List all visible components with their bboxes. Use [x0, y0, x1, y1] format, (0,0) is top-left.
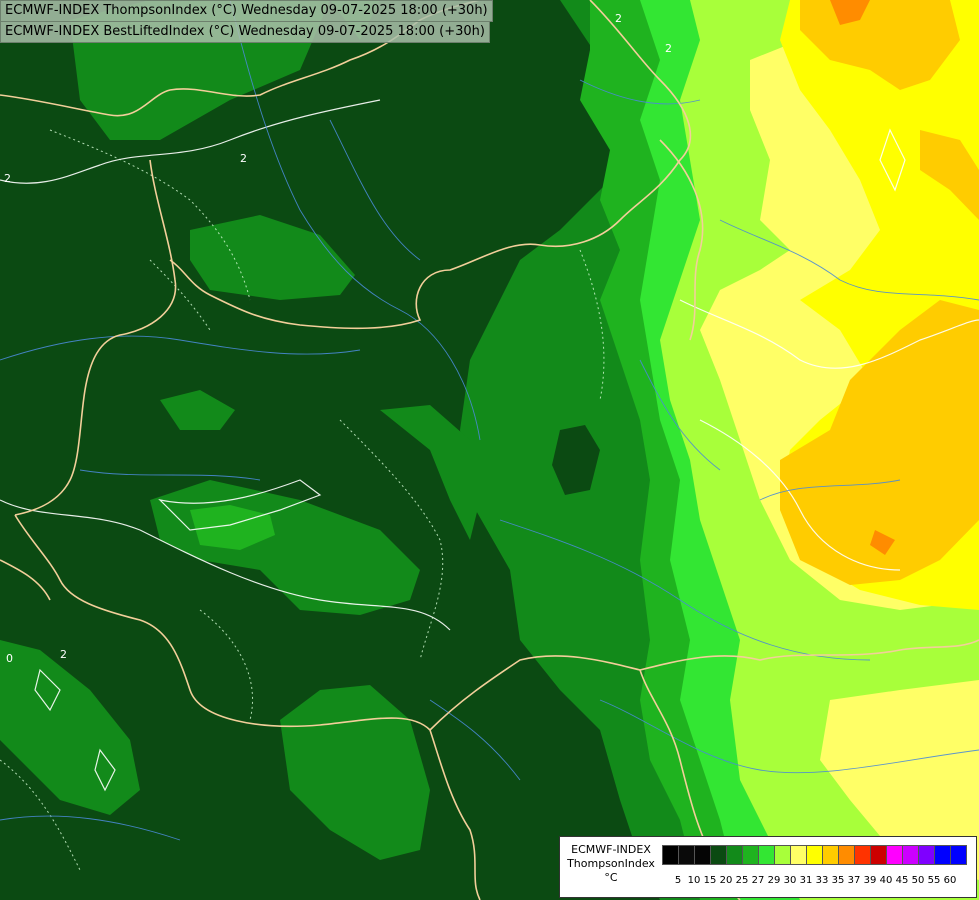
legend-swatch: [854, 845, 871, 865]
contour-label: 2: [60, 648, 67, 661]
legend-tick-label: 29: [767, 875, 781, 886]
dotted-contours: [0, 129, 605, 871]
legend-swatch: [742, 845, 759, 865]
legend-swatch: [726, 845, 743, 865]
legend-tick-label: 50: [911, 875, 925, 886]
legend-swatch: [934, 845, 951, 865]
color-legend: ECMWF-INDEX ThompsonIndex °C 5 10 15 20 25 27…: [559, 836, 977, 898]
legend-tick-label: 5: [674, 875, 682, 886]
legend-swatch: [950, 845, 967, 865]
legend-swatches: [662, 845, 967, 865]
legend-swatch: [806, 845, 823, 865]
field-20-hole: [552, 425, 600, 495]
field-25-center-west: [190, 215, 355, 300]
legend-tick-label: 37: [847, 875, 861, 886]
legend-tick-label: 20: [719, 875, 733, 886]
legend-tick-label: 60: [943, 875, 957, 886]
contour-label: 2: [240, 152, 247, 165]
legend-swatch: [838, 845, 855, 865]
legend-swatch: [694, 845, 711, 865]
contour-label: 2: [4, 172, 11, 185]
legend-swatch: [790, 845, 807, 865]
contour-label: 2: [615, 12, 622, 25]
field-25-band: [380, 405, 480, 540]
contour-lines: [0, 99, 979, 792]
legend-tick-label: 35: [831, 875, 845, 886]
title-best-lifted-index: ECMWF-INDEX BestLiftedIndex (°C) Wednesd…: [0, 21, 490, 43]
field-35-south: [780, 300, 979, 585]
legend-unit: °C: [604, 871, 618, 884]
field-37-south: [870, 530, 895, 555]
legend-tick-label: 55: [927, 875, 941, 886]
field-27-west: [190, 505, 275, 550]
legend-tick-label: 15: [703, 875, 717, 886]
legend-tick-label: 27: [751, 875, 765, 886]
legend-swatch: [662, 845, 679, 865]
field-37: [830, 0, 870, 25]
legend-swatch: [678, 845, 695, 865]
title-thompson-index: ECMWF-INDEX ThompsonIndex (°C) Wednesday…: [0, 0, 493, 22]
field-25-blob: [160, 390, 235, 430]
legend-title: ECMWF-INDEX ThompsonIndex °C: [562, 843, 660, 885]
legend-swatch: [774, 845, 791, 865]
legend-tick-label: 31: [799, 875, 813, 886]
legend-tick-label: 40: [879, 875, 893, 886]
rivers: [0, 0, 979, 841]
legend-ticks: 5 10 15 20 25 27 29 30 31 33 35 37 39 40 45 50 55 60: [670, 875, 958, 886]
legend-swatch: [918, 845, 935, 865]
legend-tick-label: 25: [735, 875, 749, 886]
contour-label: 0: [6, 652, 13, 665]
legend-tick-label: 30: [783, 875, 797, 886]
map-titles: ECMWF-INDEX ThompsonIndex (°C) Wednesday…: [0, 0, 493, 43]
legend-swatch: [822, 845, 839, 865]
legend-model: ECMWF-INDEX: [571, 843, 651, 856]
legend-swatch: [710, 845, 727, 865]
legend-swatch: [902, 845, 919, 865]
legend-swatch: [870, 845, 887, 865]
legend-tick-label: 39: [863, 875, 877, 886]
legend-tick-label: 10: [687, 875, 701, 886]
field-25-southwest: [0, 640, 140, 815]
legend-variable: ThompsonIndex: [567, 857, 655, 870]
field-25-south: [280, 685, 430, 860]
field-35-east: [920, 130, 979, 220]
legend-tick-label: 45: [895, 875, 909, 886]
legend-swatch: [758, 845, 775, 865]
legend-swatch: [886, 845, 903, 865]
contour-label: 2: [665, 42, 672, 55]
legend-tick-label: 33: [815, 875, 829, 886]
